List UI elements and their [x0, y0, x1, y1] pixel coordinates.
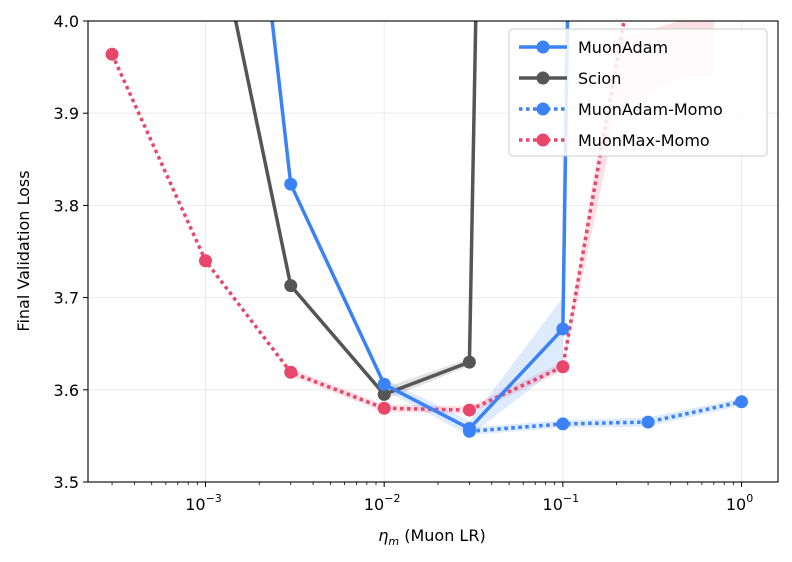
- point-muonadam: [377, 377, 391, 391]
- x-axis-label: ηm (Muon LR): [378, 526, 485, 548]
- x-tick-label: 100: [726, 492, 753, 514]
- y-tick-label: 4.0: [54, 12, 79, 31]
- band-muonadam: [384, 297, 563, 436]
- legend-marker-muonmax-momo: [536, 133, 550, 147]
- legend-marker-scion: [536, 71, 550, 85]
- point-muonadam-momo: [641, 415, 655, 429]
- band-muonadam-momo: [469, 398, 742, 435]
- legend-label-muonadam-momo: MuonAdam-Momo: [578, 100, 723, 119]
- point-muonmax-momo: [284, 365, 298, 379]
- point-muonmax-momo: [556, 360, 570, 374]
- legend-label-muonadam: MuonAdam: [578, 38, 668, 57]
- point-muonadam: [284, 177, 298, 191]
- point-muonadam-momo: [462, 424, 476, 438]
- x-axis-label-text: (Muon LR): [399, 526, 486, 545]
- line-muonadam: [270, 21, 570, 431]
- series-points: [105, 47, 749, 438]
- y-tick-label: 3.7: [54, 289, 79, 308]
- point-muonmax-momo: [462, 403, 476, 417]
- legend-marker-muonadam-momo: [536, 102, 550, 116]
- line-muonadam-momo: [469, 400, 742, 434]
- y-axis-label: Final Validation Loss: [14, 170, 33, 331]
- point-scion: [377, 387, 391, 401]
- x-tick-label: 10−1: [543, 492, 580, 514]
- point-muonmax-momo: [105, 47, 119, 61]
- point-muonadam-momo: [556, 417, 570, 431]
- legend-label-muonmax-momo: MuonMax-Momo: [578, 131, 710, 150]
- point-muonadam: [556, 322, 570, 336]
- point-muonadam-momo: [735, 395, 749, 409]
- y-tick-label: 3.6: [54, 381, 79, 400]
- point-scion: [284, 279, 298, 293]
- x-tick-label: 10−2: [364, 492, 401, 514]
- x-axis-label-subscript: m: [388, 535, 399, 548]
- legend-label-scion: Scion: [578, 69, 621, 88]
- y-tick-label: 3.8: [54, 196, 79, 215]
- y-tick-label: 3.5: [54, 473, 79, 492]
- x-axis-label-symbol: η: [378, 526, 388, 545]
- plot-frame: [87, 20, 779, 483]
- x-tick-label: 10−3: [185, 492, 222, 514]
- point-scion: [462, 355, 476, 369]
- legend: MuonAdam Scion MuonAdam-Momo MuonMax-Momo: [508, 28, 768, 157]
- point-muonmax-momo: [377, 401, 391, 415]
- legend-marker-muonadam: [536, 40, 550, 54]
- legend-frame: [508, 28, 768, 157]
- axis-ticks: 3.5 3.6 3.7 3.8 3.9 4.0 10−3 10−2 10−1 100: [54, 12, 754, 514]
- y-tick-label: 3.9: [54, 104, 79, 123]
- point-muonmax-momo: [198, 254, 212, 268]
